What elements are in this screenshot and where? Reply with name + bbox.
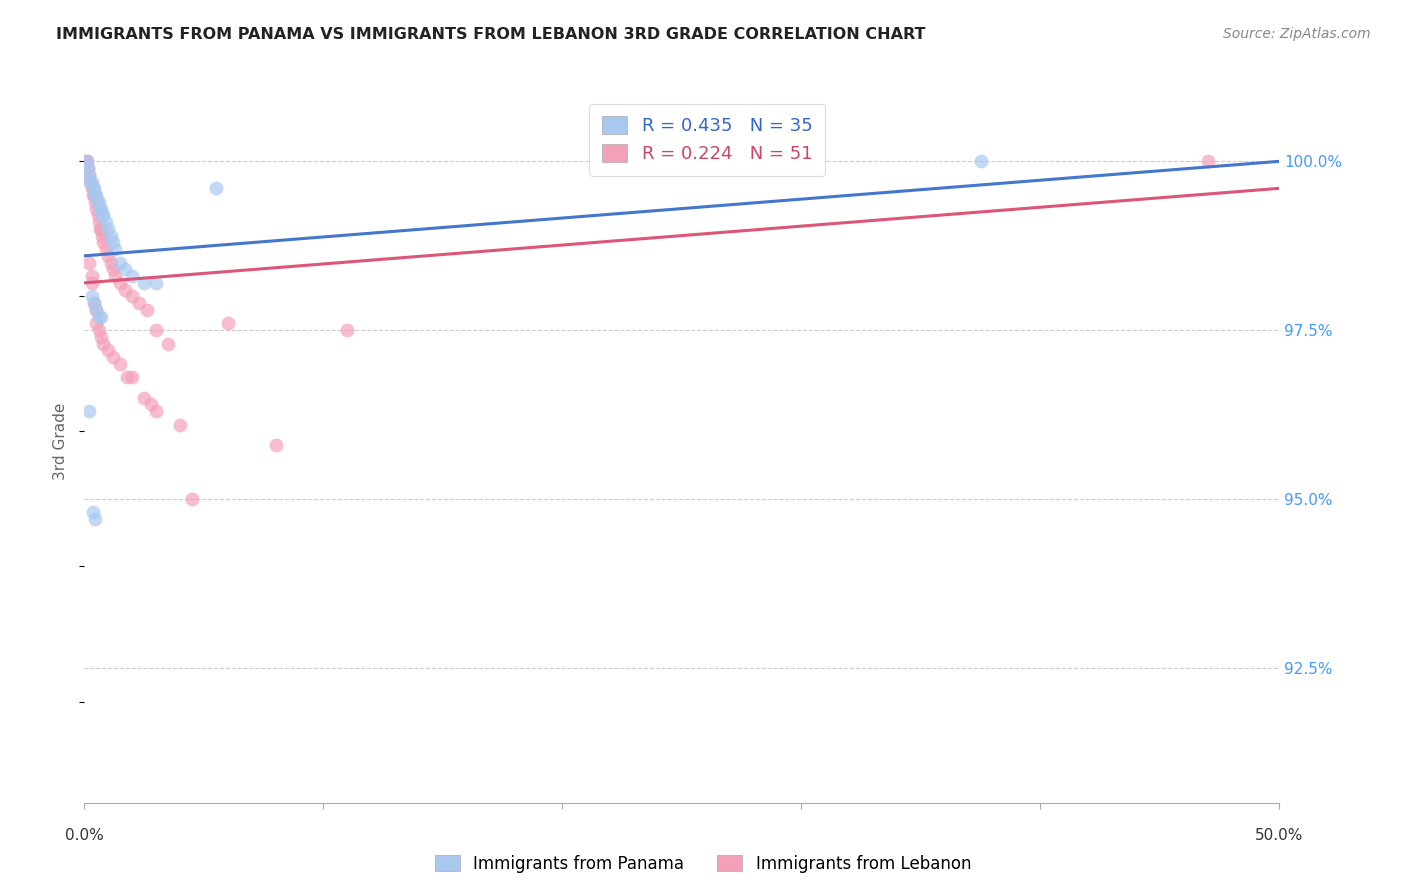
Point: [82, 188, 104, 202]
Y-axis label: 3rd Grade: 3rd Grade: [53, 403, 69, 480]
Legend: R = 0.435   N = 35, R = 0.224   N = 51: R = 0.435 N = 35, R = 0.224 N = 51: [589, 103, 825, 176]
Point: [83, 296, 105, 310]
Point: [87, 194, 110, 209]
Point: [83, 296, 105, 310]
Text: 50.0%: 50.0%: [1256, 828, 1303, 843]
Point: [145, 323, 167, 337]
Point: [101, 262, 124, 277]
Point: [90, 330, 112, 344]
Point: [77, 161, 100, 175]
Point: [75, 154, 97, 169]
Point: [82, 505, 104, 519]
Point: [90, 222, 112, 236]
Point: [80, 276, 103, 290]
Point: [100, 228, 122, 243]
Point: [79, 175, 101, 189]
Point: [264, 438, 287, 452]
Point: [117, 370, 139, 384]
Point: [94, 215, 117, 229]
Point: [110, 255, 132, 269]
Point: [77, 161, 100, 175]
Text: 0.0%: 0.0%: [65, 828, 104, 843]
Point: [87, 215, 110, 229]
Point: [121, 289, 143, 303]
Point: [110, 276, 132, 290]
Point: [86, 208, 108, 222]
Point: [80, 269, 103, 284]
Point: [89, 222, 111, 236]
Point: [121, 269, 143, 284]
Text: IMMIGRANTS FROM PANAMA VS IMMIGRANTS FROM LEBANON 3RD GRADE CORRELATION CHART: IMMIGRANTS FROM PANAMA VS IMMIGRANTS FRO…: [56, 27, 925, 42]
Point: [86, 302, 108, 317]
Point: [77, 255, 100, 269]
Point: [205, 181, 228, 195]
Point: [90, 310, 112, 324]
Point: [114, 262, 136, 277]
Point: [83, 188, 105, 202]
Point: [93, 336, 115, 351]
Point: [86, 202, 108, 216]
Point: [84, 512, 107, 526]
Point: [87, 323, 110, 337]
Point: [97, 343, 120, 358]
Text: Source: ZipAtlas.com: Source: ZipAtlas.com: [1223, 27, 1371, 41]
Point: [101, 350, 124, 364]
Point: [217, 317, 239, 331]
Point: [97, 249, 120, 263]
Point: [76, 154, 98, 169]
Point: [77, 404, 100, 418]
Point: [86, 188, 108, 202]
Point: [121, 370, 143, 384]
Point: [128, 296, 150, 310]
Point: [169, 417, 191, 432]
Point: [77, 168, 100, 182]
Point: [100, 255, 122, 269]
Point: [86, 302, 108, 317]
Point: [181, 491, 204, 506]
Point: [84, 194, 107, 209]
Point: [104, 269, 127, 284]
Point: [970, 154, 993, 169]
Point: [80, 289, 103, 303]
Point: [132, 276, 156, 290]
Point: [86, 317, 108, 331]
Point: [157, 336, 180, 351]
Point: [91, 208, 114, 222]
Point: [141, 397, 163, 411]
Point: [145, 276, 167, 290]
Point: [87, 310, 110, 324]
Point: [94, 242, 117, 256]
Point: [90, 202, 112, 216]
Point: [80, 175, 103, 189]
Point: [114, 283, 136, 297]
Legend: Immigrants from Panama, Immigrants from Lebanon: Immigrants from Panama, Immigrants from …: [427, 848, 979, 880]
Point: [93, 235, 115, 250]
Point: [97, 222, 120, 236]
Point: [336, 323, 359, 337]
Point: [93, 208, 115, 222]
Point: [86, 194, 108, 209]
Point: [89, 202, 111, 216]
Point: [132, 391, 156, 405]
Point: [91, 228, 114, 243]
Point: [1197, 154, 1219, 169]
Point: [79, 175, 101, 189]
Point: [110, 357, 132, 371]
Point: [145, 404, 167, 418]
Point: [76, 154, 98, 169]
Point: [135, 302, 157, 317]
Point: [84, 188, 107, 202]
Point: [80, 181, 103, 195]
Point: [101, 235, 124, 250]
Point: [104, 242, 127, 256]
Point: [83, 181, 105, 195]
Point: [82, 181, 104, 195]
Point: [77, 168, 100, 182]
